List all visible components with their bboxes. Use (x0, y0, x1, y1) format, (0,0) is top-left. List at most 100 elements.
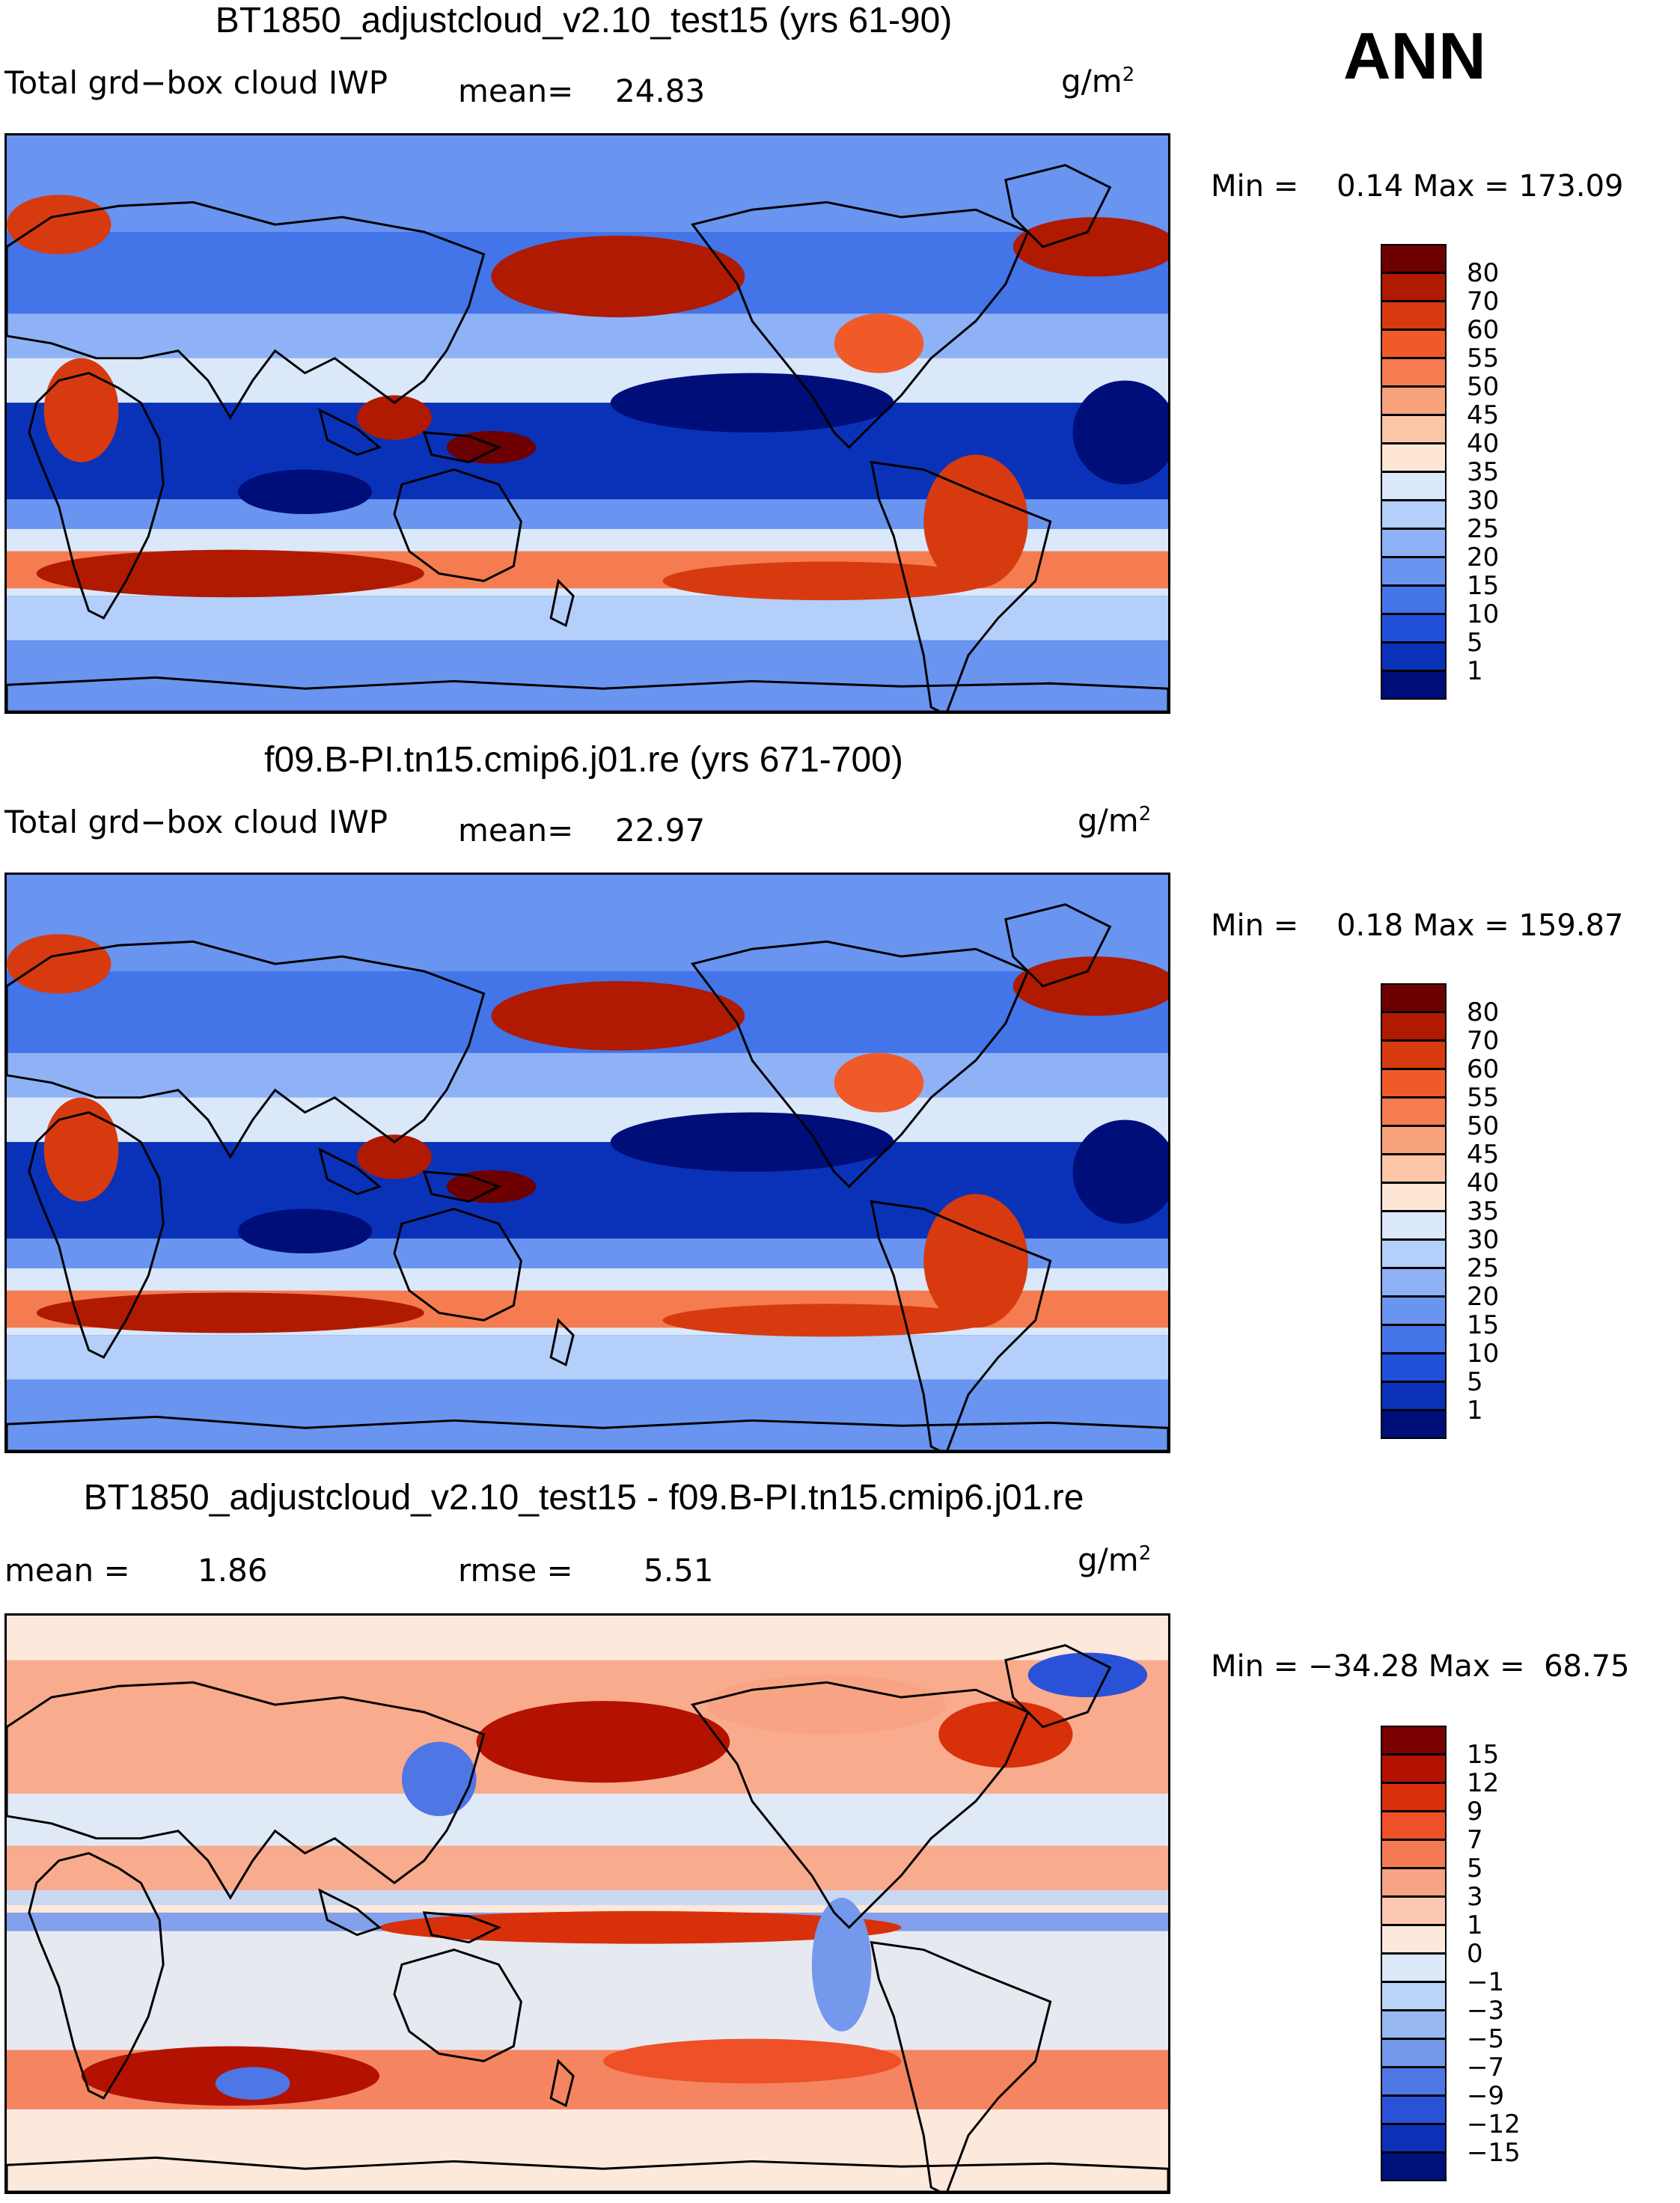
nh-subtropic-band (7, 314, 1168, 366)
colorbar-swatch (1381, 1410, 1447, 1439)
colorbar-label: 40 (1467, 429, 1500, 459)
amazon-convection (923, 1194, 1028, 1328)
colorbar-label: 1 (1467, 1396, 1483, 1426)
africa-convection (43, 358, 119, 462)
coastline (7, 201, 486, 420)
subtropic-warm (7, 1845, 1168, 1891)
panel1-variable: Total grd−box cloud IWP (4, 64, 388, 101)
coastline (7, 676, 1168, 712)
npacific-core (491, 235, 745, 318)
colorbar-label: 20 (1467, 543, 1500, 572)
npacific-core (491, 981, 745, 1051)
natlantic-positive (938, 1701, 1073, 1768)
epacific-dry (610, 1112, 894, 1172)
panel2-mean-label: mean= (458, 812, 574, 849)
panel3-minmax: Min = −34.28 Max = 68.75 (1211, 1649, 1630, 1684)
colorbar-swatch (1381, 1839, 1447, 1869)
colorbar-swatch (1381, 1211, 1447, 1240)
colorbar-swatch (1381, 2067, 1447, 2096)
png-convection (446, 430, 537, 464)
coastline (1004, 903, 1112, 988)
panel2-title: f09.B-PI.tn15.cmip6.j01.re (yrs 671-700) (264, 740, 903, 780)
panel3-title: BT1850_adjustcloud_v2.10_test15 - f09.B-… (83, 1478, 1084, 1518)
colorbar-swatch (1381, 2124, 1447, 2153)
colorbar-swatch (1381, 301, 1447, 330)
andes-negative (811, 1898, 872, 2032)
colorbar-swatch (1381, 614, 1447, 643)
colorbar-label: 55 (1467, 1083, 1500, 1113)
colorbar-swatch (1381, 1381, 1447, 1411)
colorbar-swatch (1381, 1782, 1447, 1812)
coastline (422, 1911, 502, 1944)
coastline (549, 578, 575, 628)
colorbar-label: −9 (1467, 2081, 1505, 2111)
panel2-map (4, 873, 1170, 1453)
colorbar-label: −12 (1467, 2109, 1521, 2139)
maritime-continent (357, 395, 432, 440)
colorbar-label: 60 (1467, 1054, 1500, 1084)
colorbar-label: 1 (1467, 1910, 1483, 1940)
panel2-map-svg (7, 875, 1168, 1451)
natlantic-core (1012, 217, 1168, 277)
sh-negative-spot (215, 2067, 290, 2100)
colorbar-swatch (1381, 1353, 1447, 1382)
colorbar-label: −3 (1467, 1996, 1505, 2026)
colorbar-label: 60 (1467, 315, 1500, 345)
europe-core (7, 934, 112, 994)
colorbar-swatch (1381, 1953, 1447, 1982)
colorbar-label: 70 (1467, 1026, 1500, 1056)
colorbar-swatch (1381, 1896, 1447, 1925)
sh-highlat-band (7, 1335, 1168, 1380)
colorbar-swatch (1381, 1925, 1447, 1954)
coastline (7, 940, 486, 1159)
colorbar-swatch (1381, 415, 1447, 444)
panel1-mean-value: 24.83 (615, 73, 706, 109)
panel3-map (4, 1613, 1170, 2194)
panel2-mean-value: 22.97 (615, 812, 706, 849)
sh-tropics-pale (7, 1931, 1168, 2050)
panel1-units: g/m2 (1061, 63, 1135, 100)
colorbar-swatch (1381, 1182, 1447, 1212)
png-convection (446, 1170, 537, 1203)
storm-track-core (36, 1292, 424, 1333)
colorbar-label: 0 (1467, 1939, 1483, 1969)
colorbar-label: 80 (1467, 258, 1500, 288)
coastline (690, 201, 1030, 449)
colorbar-swatch (1381, 1811, 1447, 1840)
colorbar-swatch (1381, 1268, 1447, 1297)
coastline (1004, 164, 1112, 248)
panel3-map-svg (7, 1616, 1168, 2192)
colorbar-swatch (1381, 2010, 1447, 2039)
colorbar-swatch (1381, 642, 1447, 671)
satlantic-dry (1072, 380, 1168, 485)
nh-subtropic-band (7, 1053, 1168, 1105)
colorbar-label: 10 (1467, 599, 1500, 629)
colorbar-swatch (1381, 272, 1447, 302)
colorbar-label: 25 (1467, 1253, 1500, 1283)
panel2-minmax: Min = 0.18 Max = 159.87 (1211, 908, 1624, 943)
coastline (1004, 1644, 1112, 1729)
coastline (690, 940, 1030, 1188)
colorbar-swatch (1381, 585, 1447, 614)
indian-dry (237, 469, 373, 515)
itcz-positive (379, 1910, 902, 1944)
panel1-map-svg (7, 135, 1168, 712)
japan-negative (401, 1741, 477, 1816)
colorbar-label: −7 (1467, 2053, 1505, 2083)
panel3-rmse-label: rmse = (458, 1552, 573, 1589)
storm-track-core (662, 561, 991, 601)
coastline (7, 1681, 486, 1900)
colorbar-swatch (1381, 2038, 1447, 2068)
colorbar-label: 5 (1467, 628, 1483, 658)
colorbar-label: 15 (1467, 1310, 1500, 1340)
storm-track-core (36, 549, 424, 598)
colorbar-swatch (1381, 1040, 1447, 1069)
north-america-core (834, 1053, 924, 1113)
antarctic-pale (7, 2112, 1168, 2192)
colorbar-label: 45 (1467, 400, 1500, 430)
colorbar-swatch (1381, 329, 1447, 358)
colorbar-label: −15 (1467, 2138, 1521, 2168)
coastline (549, 2059, 575, 2108)
colorbar-label: 9 (1467, 1797, 1483, 1827)
panel1-colorbar: 80 70 60 55 50 45 40 35 30 25 20 15 10 5 1 (1381, 244, 1499, 700)
